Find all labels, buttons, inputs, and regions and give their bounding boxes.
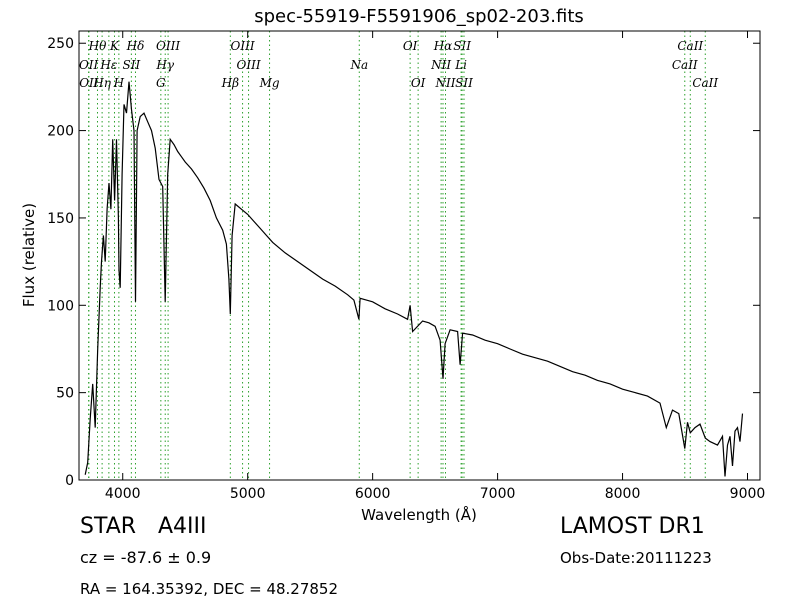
x-tick-label: 4000 — [105, 486, 141, 502]
marker-label: OI — [403, 39, 418, 53]
marker-label: OII — [79, 58, 99, 72]
marker-label: OII — [79, 76, 99, 90]
marker-label: OI — [411, 76, 426, 90]
x-tick-label: 6000 — [355, 486, 391, 502]
marker-label: OIII — [156, 39, 180, 53]
plot-frame — [78, 30, 761, 481]
chart-title: spec-55919-F5591906_sp02-203.fits — [254, 6, 584, 27]
redshift-text: cz = -87.6 ± 0.9 — [80, 548, 212, 567]
x-axis-label: Wavelength (Å) — [361, 505, 477, 524]
series-line — [84, 81, 744, 477]
coordinates-text: RA = 164.35392, DEC = 48.27852 — [80, 580, 339, 598]
object-class: STAR — [80, 514, 137, 539]
marker-label: CaII — [677, 39, 703, 53]
y-tick-label: 100 — [47, 298, 74, 314]
y-tick-label: 200 — [47, 124, 74, 140]
marker-label: NII — [434, 76, 455, 90]
marker-label: CaII — [672, 58, 698, 72]
marker-label: Hθ — [88, 39, 107, 53]
marker-label: Hδ — [126, 39, 145, 53]
x-tick-label: 8000 — [605, 486, 641, 502]
obs-date: Obs-Date:20111223 — [560, 549, 712, 567]
marker-label: Hγ — [155, 58, 174, 72]
y-tick-label: 0 — [65, 473, 74, 489]
marker-label: OIII — [237, 58, 261, 72]
marker-label: SII — [455, 76, 473, 90]
axis-ticks: 4000 5000 6000 7000 8000 9000 0 50 100 150 200 250 — [47, 31, 765, 502]
y-tick-label: 50 — [56, 386, 74, 402]
x-tick-label: 9000 — [730, 486, 766, 502]
marker-label: Li — [454, 58, 467, 72]
marker-label: OIII — [231, 39, 255, 53]
marker-label: Hε — [99, 58, 117, 72]
marker-label: Mg — [259, 76, 280, 90]
marker-label: SII — [123, 58, 141, 72]
y-tick-label: 250 — [47, 36, 74, 52]
marker-label: H — [113, 76, 125, 90]
marker-label: Na — [349, 58, 368, 72]
x-tick-label: 7000 — [480, 486, 516, 502]
survey-name: LAMOST DR1 — [560, 514, 705, 539]
marker-label: NII — [430, 58, 451, 72]
marker-label: Hβ — [221, 76, 239, 90]
object-subclass: A4III — [158, 514, 207, 539]
y-axis-label: Flux (relative) — [20, 203, 38, 307]
marker-label: Hα — [433, 39, 453, 53]
y-tick-label: 150 — [47, 211, 74, 227]
x-tick-label: 5000 — [230, 486, 266, 502]
marker-label: CaII — [692, 76, 718, 90]
marker-label: G — [156, 76, 166, 90]
marker-label: SII — [453, 39, 471, 53]
marker-label: K — [109, 39, 120, 53]
marker-label: Hη — [92, 76, 111, 90]
